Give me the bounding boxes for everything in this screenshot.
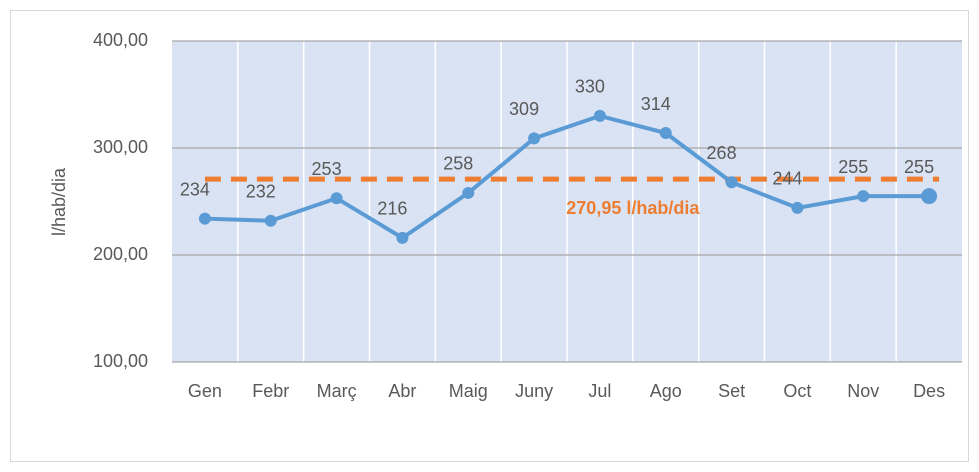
x-tick-label: Nov: [847, 381, 879, 401]
data-label: 216: [377, 199, 407, 219]
x-tick-label: Des: [913, 381, 945, 401]
data-point: [528, 132, 541, 145]
y-tick-label: 200,00: [93, 244, 148, 264]
data-label: 309: [509, 99, 539, 119]
data-label: 232: [246, 182, 276, 202]
x-tick-label: Març: [317, 381, 357, 401]
data-point: [593, 109, 606, 122]
data-label: 244: [772, 169, 802, 189]
x-tick-label: Maig: [449, 381, 488, 401]
data-label: 314: [641, 94, 671, 114]
data-label: 258: [443, 154, 473, 174]
data-label: 330: [575, 77, 605, 97]
y-tick-label: 400,00: [93, 30, 148, 50]
data-point: [396, 231, 409, 244]
data-label: 234: [180, 179, 210, 199]
x-tick-label: Gen: [188, 381, 222, 401]
x-tick-label: Juny: [515, 381, 553, 401]
data-label: 253: [312, 159, 342, 179]
y-tick-label: 100,00: [93, 351, 148, 371]
x-tick-label: Set: [718, 381, 745, 401]
data-point: [725, 176, 738, 189]
data-point: [462, 186, 475, 199]
x-tick-label: Febr: [252, 381, 289, 401]
y-tick-label: 300,00: [93, 137, 148, 157]
data-point: [857, 190, 870, 203]
x-tick-label: Jul: [588, 381, 611, 401]
data-point: [921, 188, 938, 205]
data-label: 255: [838, 157, 868, 177]
reference-label: 270,95 l/hab/dia: [566, 198, 700, 218]
x-tick-label: Oct: [783, 381, 811, 401]
data-point: [198, 212, 211, 225]
x-tick-label: Abr: [388, 381, 416, 401]
data-label: 255: [904, 157, 934, 177]
y-axis-title: l/hab/dia: [49, 167, 69, 236]
data-point: [264, 214, 277, 227]
x-tick-label: Ago: [650, 381, 682, 401]
data-label: 268: [707, 143, 737, 163]
data-point: [659, 127, 672, 140]
series-line: [204, 113, 930, 240]
data-point: [791, 201, 804, 214]
data-point: [330, 192, 343, 205]
